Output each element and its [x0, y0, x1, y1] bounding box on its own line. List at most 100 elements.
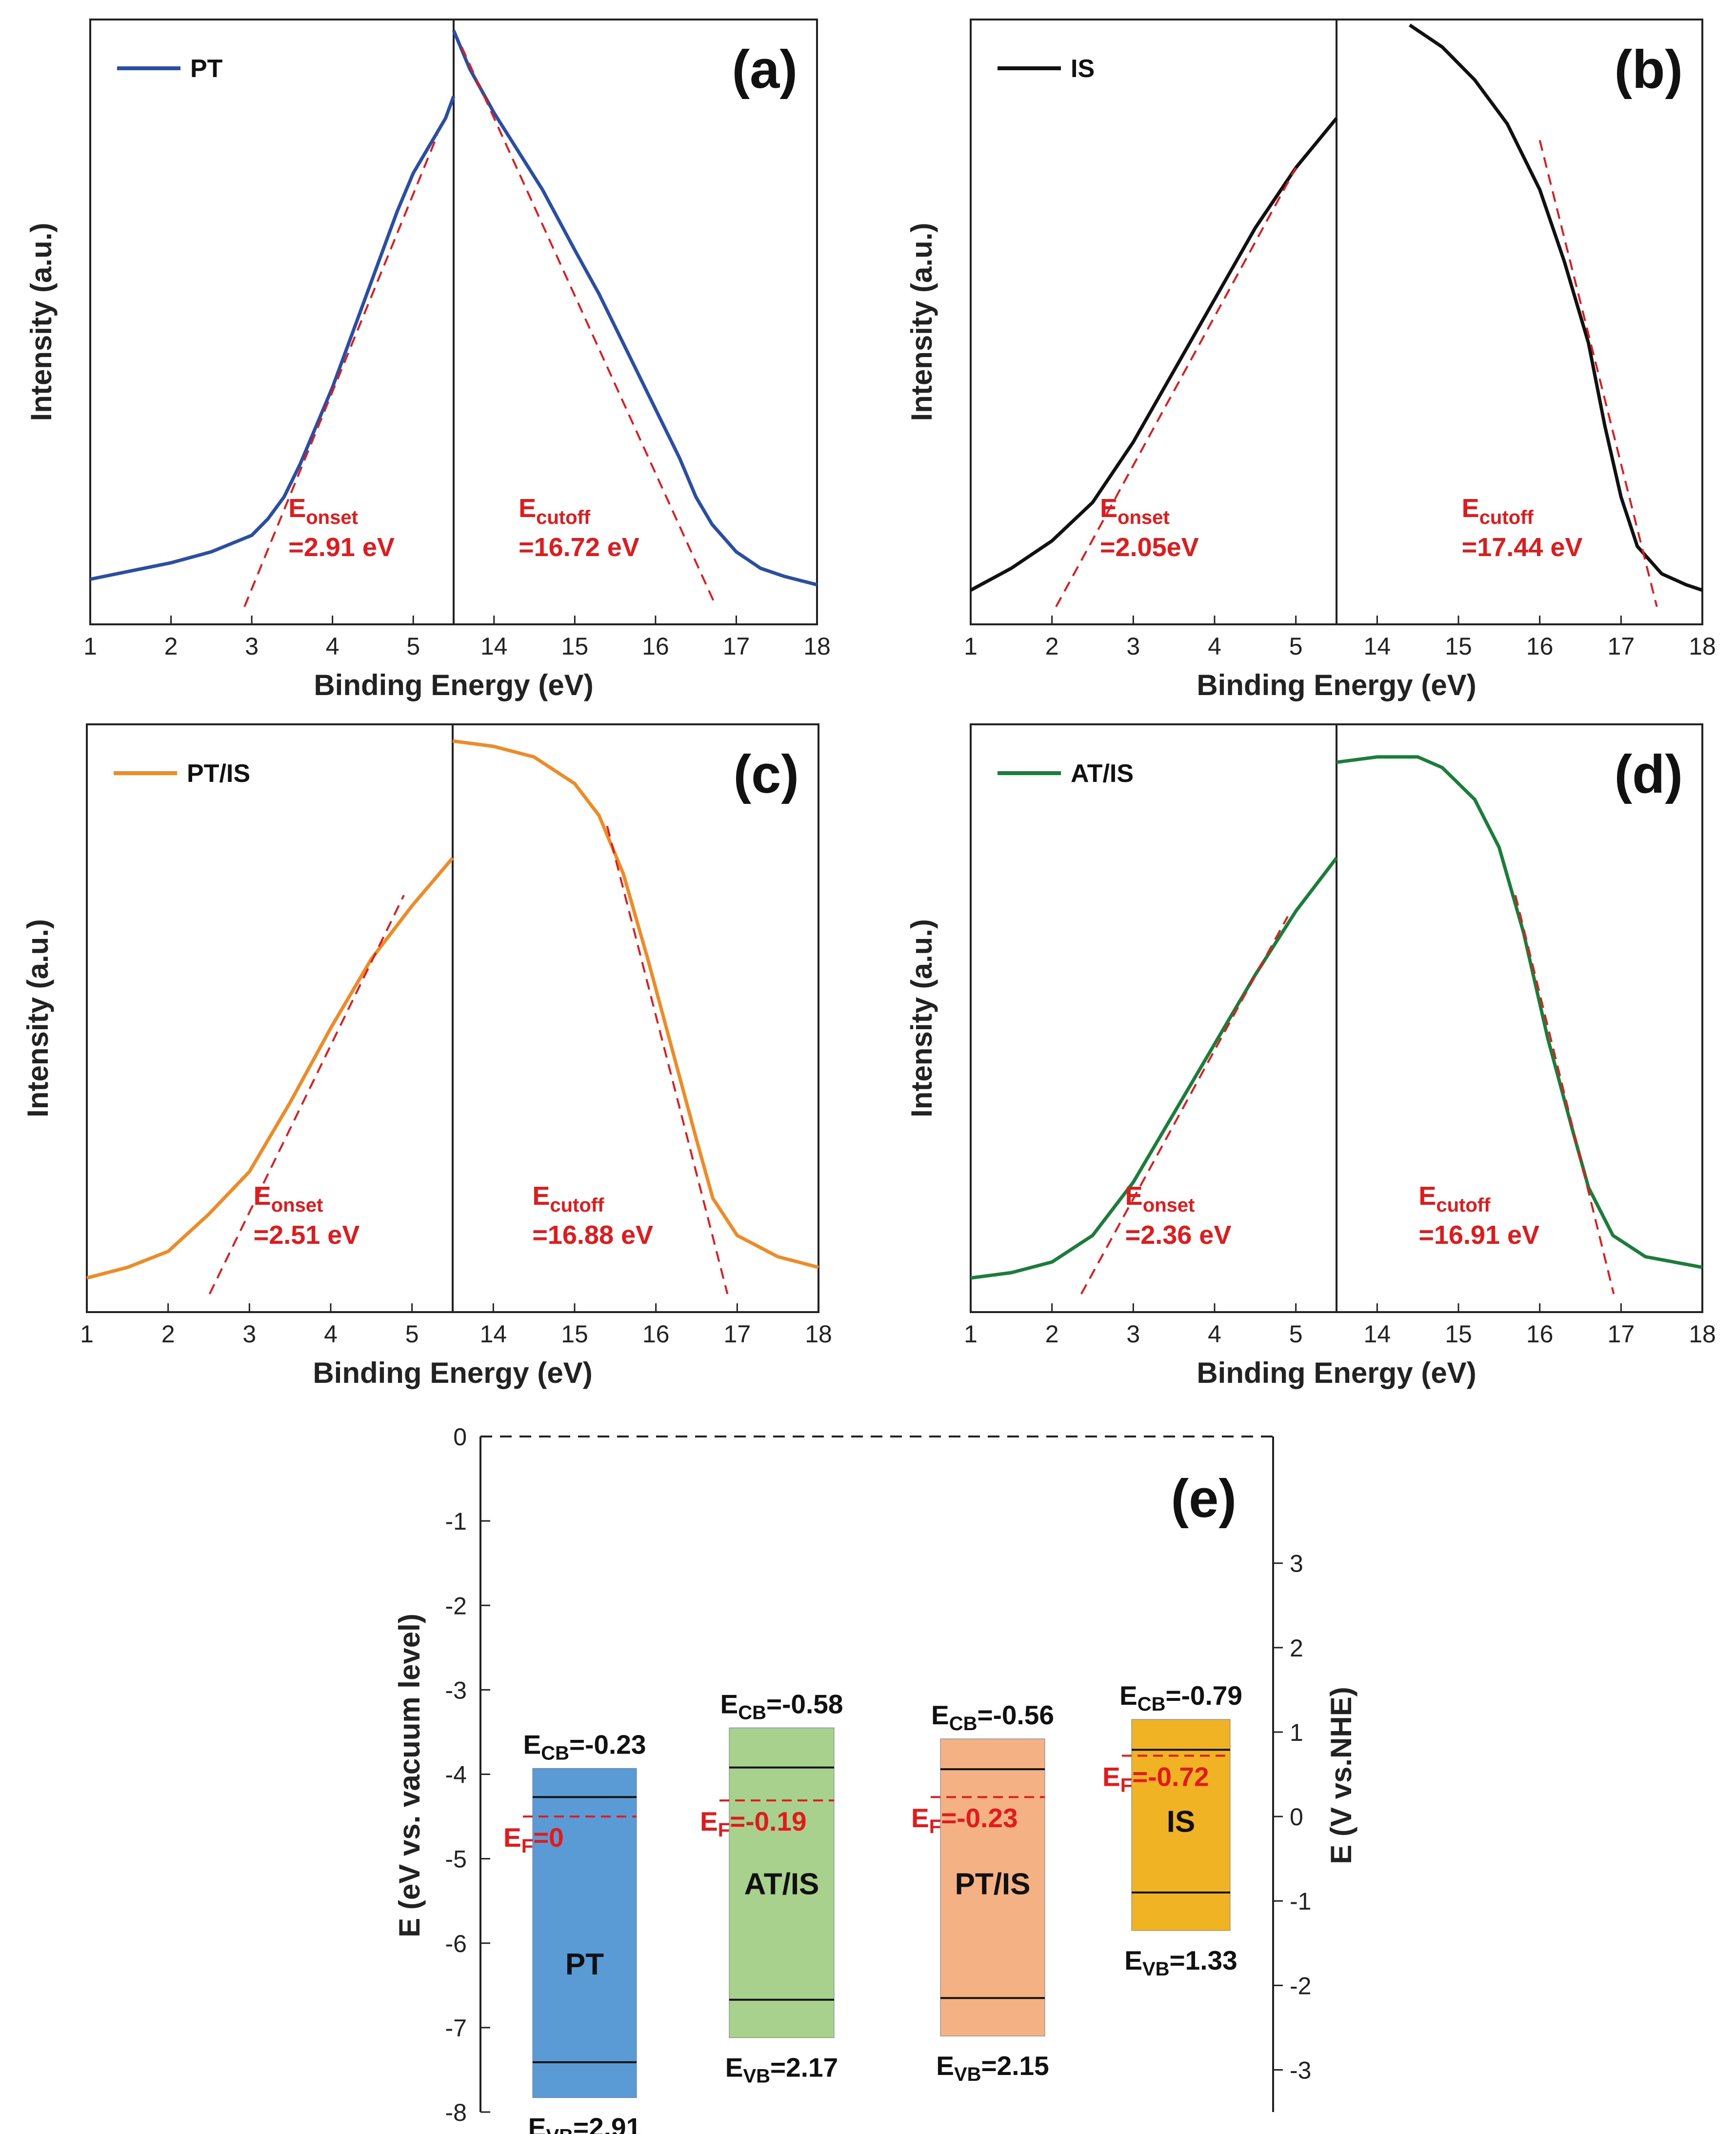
y-axis-title: Intensity (a.u.) [905, 919, 938, 1117]
legend-label: PT [190, 55, 223, 83]
panel-d: 1 2 3 4 5 14 15 16 17 18 Binding Energy (eV) Intens… [905, 723, 1716, 1389]
x-tick-label: 15 [561, 633, 589, 660]
onset-fit-line [208, 895, 405, 1295]
fermi-label: EF=-0.72 [1102, 1761, 1209, 1796]
right-tick-label: 0 [1290, 1803, 1303, 1831]
x-tick-label: 17 [723, 633, 750, 660]
cutoff-fit-line [460, 46, 715, 602]
left-tick-label: -8 [445, 2099, 467, 2126]
spectrum-curve-left [970, 117, 1338, 592]
vb-label: EVB=2.17 [725, 2053, 838, 2087]
panel-label: (e) [1171, 1469, 1237, 1529]
left-axis-title: E (eV vs. vacuum level) [393, 1614, 426, 1937]
x-tick-label: 16 [1526, 633, 1554, 660]
onset-fit-line [1055, 167, 1297, 607]
fermi-label: EF=0 [503, 1822, 564, 1857]
left-tick-label: -6 [445, 1930, 467, 1957]
panel-label: (a) [732, 40, 798, 100]
spectrum-curve-left [86, 857, 454, 1280]
x-tick-label: 4 [1208, 1320, 1221, 1348]
cb-label: ECB=-0.58 [720, 1689, 843, 1723]
x-tick-label: 16 [642, 633, 669, 660]
y-axis-title: Intensity (a.u.) [21, 919, 54, 1117]
right-tick-label: 3 [1290, 1550, 1303, 1577]
onset-value: =2.51 eV [254, 1220, 360, 1250]
x-tick-label: 18 [1689, 633, 1716, 660]
panel-a: 1 2 3 4 5 14 15 16 17 18 Binding Energy (eV) Intens… [25, 19, 831, 701]
right-tick-label: 2 [1290, 1635, 1303, 1662]
x-tick-label: 1 [964, 1320, 978, 1348]
onset-fit-line [243, 134, 439, 607]
x-tick-label: 16 [642, 1320, 670, 1348]
x-tick-label: 2 [164, 633, 178, 660]
vb-label: EVB=2.91 [528, 2113, 641, 2134]
x-tick-label: 18 [803, 633, 831, 660]
cutoff-value: =16.88 eV [532, 1220, 653, 1250]
right-tick-label: 1 [1290, 1719, 1303, 1746]
fermi-label: EF=-0.19 [700, 1806, 807, 1841]
band-name: AT/IS [744, 1868, 819, 1901]
band-name: PT [565, 1948, 604, 1981]
cutoff-value: =16.72 eV [519, 533, 639, 562]
cutoff-label: Ecutoff [519, 494, 591, 528]
panel-b: 1 2 3 4 5 14 15 16 17 18 Binding Energy (eV) Intens… [905, 19, 1716, 701]
x-tick-label: 1 [83, 633, 97, 660]
left-tick-label: -2 [445, 1592, 467, 1619]
spectrum-curve-right [452, 30, 818, 587]
cutoff-label: Ecutoff [1462, 494, 1534, 528]
x-tick-label: 5 [406, 633, 420, 660]
vb-label: EVB=2.15 [936, 2051, 1049, 2085]
right-tick-label: -3 [1290, 2056, 1311, 2084]
panel-label: (b) [1615, 40, 1683, 100]
band-rect [729, 1727, 835, 2038]
x-tick-label: 18 [805, 1320, 832, 1348]
cutoff-fit-line [1538, 140, 1658, 607]
cutoff-value: =16.91 eV [1418, 1220, 1539, 1250]
left-tick-label: -7 [445, 2014, 467, 2042]
left-tick-label: -1 [445, 1508, 467, 1535]
y-axis-title: Intensity (a.u.) [905, 223, 938, 421]
band-name: IS [1167, 1805, 1196, 1839]
right-tick-label: -2 [1290, 1972, 1311, 1999]
spectrum-curve-right [1409, 23, 1703, 592]
x-tick-label: 15 [1445, 633, 1472, 660]
x-tick-label: 5 [405, 1320, 419, 1348]
x-tick-label: 5 [1289, 633, 1303, 660]
x-tick-label: 1 [964, 633, 978, 660]
y-axis-title: Intensity (a.u.) [25, 223, 58, 421]
left-tick-label: -4 [445, 1761, 467, 1789]
x-tick-label: 2 [161, 1320, 175, 1348]
x-tick-label: 14 [480, 633, 508, 660]
x-tick-label: 2 [1045, 633, 1059, 660]
spectrum-curve-right [1336, 755, 1703, 1269]
cutoff-fit-line [1514, 895, 1615, 1295]
band-at-is: AT/IS ECB=-0.58 EVB=2.17 EF=-0.19 [700, 1689, 843, 2087]
band-name: PT/IS [955, 1868, 1030, 1901]
x-tick-label: 4 [326, 633, 339, 660]
cutoff-fit-line [606, 826, 729, 1295]
x-tick-label: 17 [1608, 633, 1635, 660]
legend-label: PT/IS [187, 759, 250, 788]
x-axis-title: Binding Energy (eV) [1197, 669, 1476, 701]
vb-label: EVB=1.33 [1124, 1945, 1237, 1980]
band-rect [940, 1738, 1045, 2036]
x-tick-label: 4 [324, 1320, 338, 1348]
x-tick-label: 17 [1608, 1320, 1635, 1348]
onset-value: =2.91 eV [288, 533, 395, 562]
onset-value: =2.05eV [1100, 533, 1199, 562]
x-tick-label: 17 [724, 1320, 751, 1348]
spectrum-curve-left [970, 857, 1338, 1280]
x-tick-label: 14 [480, 1320, 507, 1348]
cutoff-value: =17.44 eV [1462, 533, 1583, 562]
spectrum-curve-left [90, 96, 456, 581]
panel-label: (c) [734, 744, 799, 804]
spectrum-curve-right [452, 739, 819, 1269]
onset-label: Eonset [254, 1181, 323, 1216]
x-tick-label: 18 [1689, 1320, 1716, 1348]
x-tick-label: 3 [1126, 633, 1140, 660]
